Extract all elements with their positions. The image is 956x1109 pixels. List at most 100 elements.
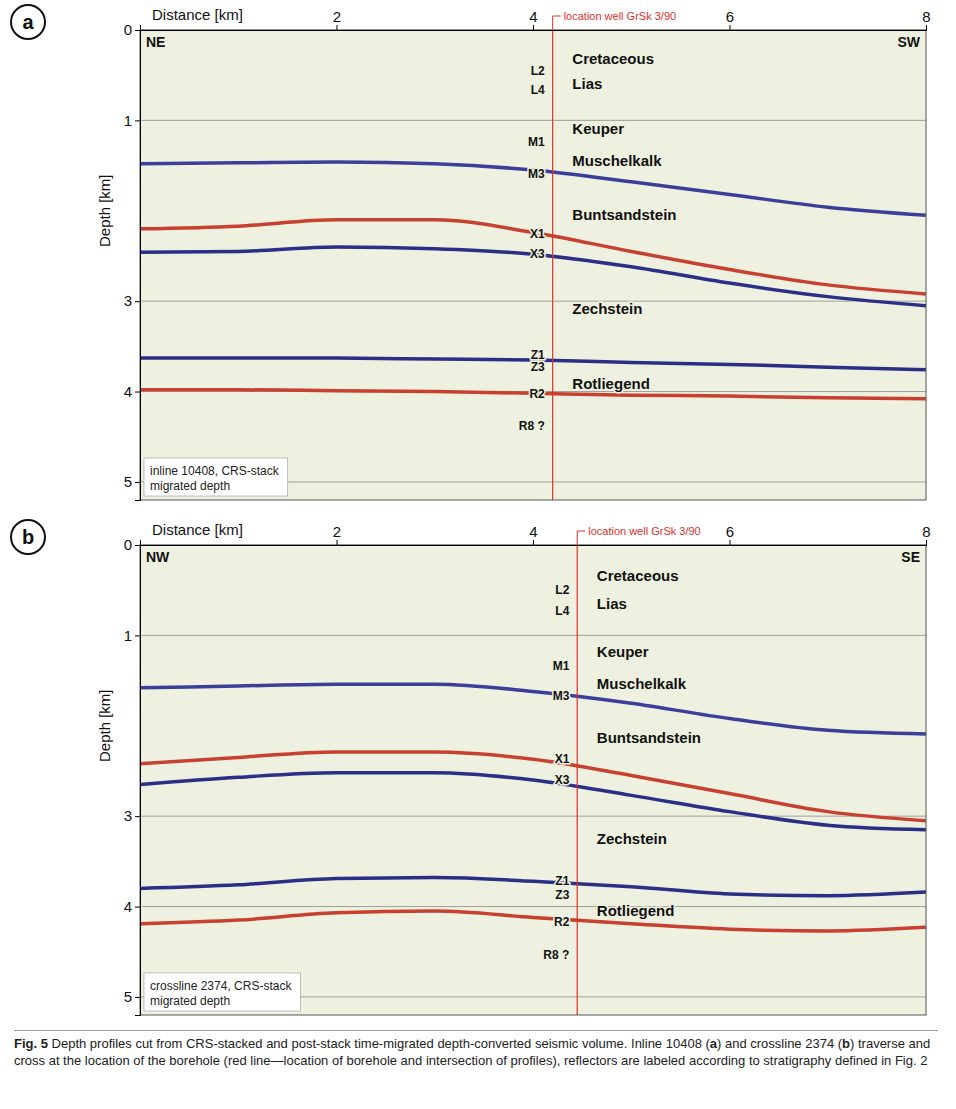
tick-label: 2 — [333, 8, 341, 25]
well-label-connector — [553, 16, 561, 30]
tick-mark — [730, 25, 731, 30]
grid — [140, 545, 926, 997]
tick-label: 4 — [529, 8, 537, 25]
grid-line — [140, 120, 926, 121]
unit-label: Keuper — [572, 120, 624, 137]
inset-text: crossline 2374, CRS-stack — [150, 979, 292, 993]
tick-label: 5 — [124, 473, 132, 490]
reflector — [140, 773, 926, 830]
tick-mark — [730, 540, 731, 545]
reflector-label: L2 — [555, 583, 569, 597]
unit-label: Muschelkalk — [597, 675, 687, 692]
reflector-label: M3 — [528, 167, 545, 181]
tick-mark — [533, 540, 534, 545]
reflector-label: L2 — [531, 64, 545, 78]
reflector-label: Z1 — [555, 874, 569, 888]
caption-text: a — [710, 1036, 717, 1051]
reflector-label: X1 — [530, 227, 545, 241]
well-line — [552, 30, 553, 500]
inset-box — [144, 458, 288, 496]
reflector — [140, 220, 926, 294]
tick: 2 — [333, 8, 341, 30]
tick: 0 — [124, 536, 140, 553]
inset: crossline 2374, CRS-stackmigrated depth — [144, 973, 300, 1011]
inset-text: inline 10408, CRS-stack — [150, 464, 280, 478]
plot-frame — [140, 545, 926, 1015]
panel-label-circle — [11, 520, 45, 554]
tick-mark — [337, 25, 338, 30]
unit-label: Zechstein — [597, 830, 667, 847]
axis-line — [141, 540, 927, 546]
reflector-label: Z3 — [555, 888, 569, 902]
axis-line — [141, 25, 927, 31]
axis-line — [135, 546, 141, 1016]
well-line — [577, 545, 578, 1015]
tick-mark — [135, 301, 140, 302]
tick: 8 — [922, 8, 930, 30]
reflector-label: R8 ? — [543, 948, 569, 962]
tick-label: 4 — [124, 383, 132, 400]
inset-text: migrated depth — [150, 479, 230, 493]
plot-frame — [140, 30, 926, 500]
unit-label: Keuper — [597, 643, 649, 660]
unit-label: Lias — [572, 75, 602, 92]
tick-mark — [135, 635, 140, 636]
tick-label: 5 — [124, 988, 132, 1005]
reflector-label: M1 — [528, 135, 545, 149]
y-axis: 0 1 3 4 5 — [124, 21, 141, 500]
reflector — [140, 247, 926, 306]
grid-line — [140, 635, 926, 636]
plot-background — [140, 30, 926, 500]
caption-text: ) and crossline 2374 ( — [717, 1036, 842, 1051]
figure: 013452468Depth [km]Distance [km]NESWloca… — [0, 0, 956, 1028]
tick: 4 — [124, 383, 140, 400]
unit-label: Muschelkalk — [572, 152, 662, 169]
well-label-connector — [577, 531, 585, 545]
tick-mark — [926, 540, 927, 545]
tick: 4 — [529, 8, 537, 30]
y-axis-title: Depth [km] — [96, 690, 113, 763]
tick-label: 1 — [124, 627, 132, 644]
x-axis-title: Distance [km] — [152, 6, 243, 23]
reflector — [140, 878, 926, 896]
tick-mark — [337, 540, 338, 545]
tick: 4 — [529, 523, 537, 545]
panel: 013452468Depth [km]Distance [km]NWSEloca… — [11, 520, 931, 1016]
tick-mark — [135, 907, 140, 908]
tick-mark — [135, 997, 140, 998]
unit-label: Buntsandstein — [572, 206, 676, 223]
y-axis: 01345 — [124, 536, 141, 1015]
tick-mark — [135, 392, 140, 393]
inset-box — [144, 973, 300, 1011]
grid-line — [140, 816, 926, 817]
reflector-label: R2 — [554, 915, 570, 929]
plot-background — [140, 545, 926, 1015]
caption-label: Fig. 5 — [14, 1036, 48, 1051]
grid-line — [140, 906, 926, 907]
axis-line — [135, 31, 141, 501]
tick-mark — [135, 816, 140, 817]
x-axis: 2468 — [141, 8, 931, 31]
inset: inline 10408, CRS-stackmigrated depth — [144, 458, 288, 496]
panel-label: b — [22, 526, 34, 548]
inset-text: migrated depth — [150, 994, 230, 1008]
well-label: location well GrSk 3/90 — [588, 525, 701, 537]
tick-mark — [926, 25, 927, 30]
reflector-label: R2 — [529, 387, 545, 401]
reflector-label: M1 — [553, 659, 570, 673]
tick-label: 4 — [124, 898, 132, 915]
tick: 1 — [124, 112, 140, 129]
well-label: location well GrSk 3/90 — [564, 10, 677, 22]
reflector — [140, 911, 926, 931]
tick: 3 — [124, 292, 140, 309]
tick: 0 — [124, 21, 140, 38]
tick: 2 — [333, 523, 341, 545]
tick-label: 4 — [529, 523, 537, 540]
tick-mark — [135, 545, 140, 546]
tick-label: 8 — [922, 8, 930, 25]
reflector — [140, 752, 926, 821]
tick: 5 — [124, 473, 140, 490]
unit-label: Rotliegend — [572, 375, 650, 392]
grid — [140, 30, 926, 482]
unit-label: Cretaceous — [572, 50, 654, 67]
